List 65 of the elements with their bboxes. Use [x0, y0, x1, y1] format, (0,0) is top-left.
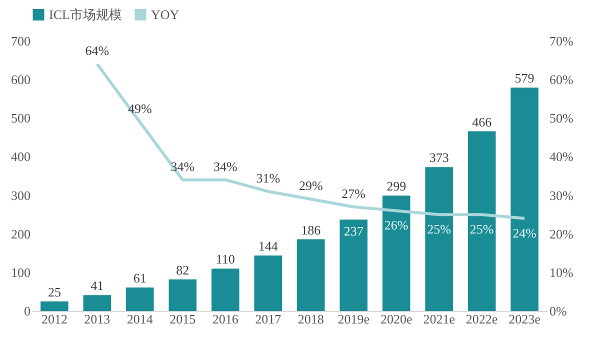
bar — [40, 301, 68, 311]
y-tick-label: 300 — [11, 188, 30, 203]
data-label: 110 — [216, 252, 235, 267]
bar — [254, 255, 282, 311]
x-tick-label: 2020e — [380, 312, 412, 326]
y2-tick-label: 10% — [550, 264, 574, 280]
x-tick-label: 2014 — [126, 312, 154, 326]
y2-tick-label: 60% — [550, 72, 574, 88]
data-label: 61 — [133, 270, 146, 286]
bar — [126, 287, 154, 311]
bar — [340, 220, 368, 311]
x-tick-label: 2012 — [41, 312, 68, 326]
data-label: 299 — [386, 178, 406, 194]
x-tick-label: 2021e — [423, 312, 456, 326]
legend-label: YOY — [151, 6, 180, 22]
x-tick-label: 2019e — [338, 312, 370, 326]
data-label: 466 — [472, 114, 492, 130]
y2-tick-label: 50% — [550, 110, 574, 126]
data-label: 24% — [512, 225, 537, 240]
y-tick-label: 600 — [11, 72, 30, 88]
bar — [296, 239, 325, 311]
data-label: 373 — [429, 150, 449, 166]
y-tick-label: 100 — [11, 264, 30, 280]
y-tick-label: 0 — [24, 304, 30, 318]
data-label: 26% — [384, 218, 408, 233]
y2-tick-label: 20% — [550, 226, 574, 242]
bar — [83, 295, 112, 311]
y-tick-label: 500 — [11, 110, 30, 126]
data-label: 82 — [176, 262, 190, 278]
bar — [425, 167, 453, 311]
data-label: 49% — [128, 101, 152, 116]
y-tick-label: 700 — [11, 34, 30, 48]
data-label: 237 — [344, 224, 364, 239]
bar — [212, 268, 240, 311]
bar — [168, 279, 197, 311]
data-label: 25% — [427, 222, 452, 237]
y2-tick-label: 40% — [550, 149, 574, 164]
legend-label: ICL市场规模 — [49, 6, 122, 22]
x-tick-label: 2022e — [466, 312, 498, 326]
data-label: 31% — [256, 170, 280, 186]
y-tick-label: 400 — [11, 149, 30, 164]
data-label: 34% — [213, 158, 238, 174]
data-label: 29% — [298, 178, 323, 194]
x-tick-label: 2017 — [255, 312, 282, 326]
data-label: 27% — [342, 186, 366, 201]
x-tick-label: 2018 — [298, 312, 324, 326]
data-label: 64% — [85, 43, 110, 58]
x-tick-label: 2023e — [508, 312, 541, 326]
data-label: 186 — [301, 222, 322, 238]
bar — [382, 196, 410, 311]
x-tick-label: 2015 — [170, 312, 196, 326]
x-tick-label: 2013 — [84, 312, 110, 326]
x-tick-label: 2016 — [212, 312, 239, 326]
data-label: 34% — [170, 158, 195, 174]
y2-tick-label: 30% — [550, 188, 574, 203]
data-label: 579 — [514, 70, 534, 86]
data-label: 25% — [470, 222, 494, 237]
y-tick-label: 200 — [11, 226, 30, 242]
bar — [468, 131, 496, 311]
bar — [510, 88, 538, 311]
y2-tick-label: 70% — [550, 34, 574, 48]
data-label: 41 — [90, 278, 104, 294]
data-label: 144 — [258, 238, 278, 254]
y2-tick-label: 0% — [550, 304, 567, 318]
data-label: 25 — [48, 284, 61, 300]
